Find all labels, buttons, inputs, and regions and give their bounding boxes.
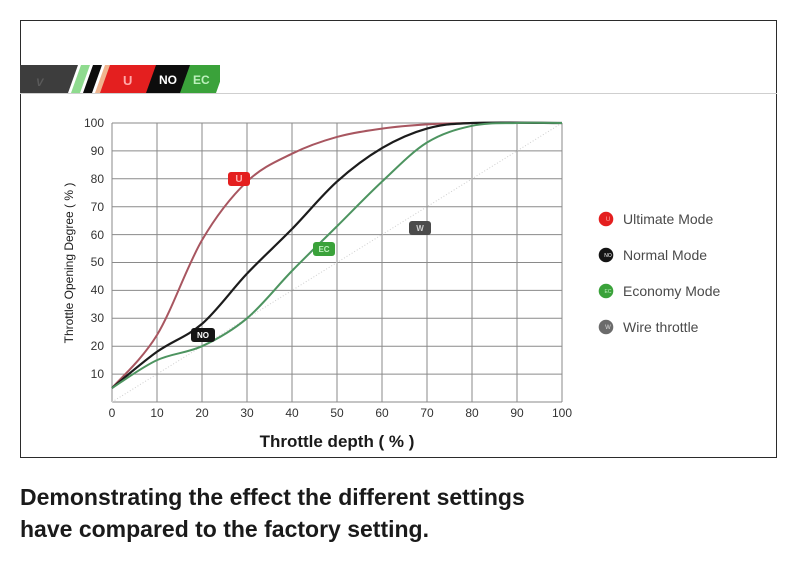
svg-text:10: 10 xyxy=(91,367,105,381)
svg-text:70: 70 xyxy=(91,200,105,214)
svg-text:EC: EC xyxy=(318,245,329,254)
svg-text:80: 80 xyxy=(91,172,105,186)
svg-text:0: 0 xyxy=(109,406,116,420)
svg-text:60: 60 xyxy=(91,228,105,242)
svg-text:20: 20 xyxy=(195,406,209,420)
svg-text:W: W xyxy=(605,325,611,331)
svg-text:Economy Mode: Economy Mode xyxy=(623,283,720,299)
svg-text:60: 60 xyxy=(375,406,389,420)
svg-text:Normal Mode: Normal Mode xyxy=(623,247,707,263)
svg-text:Wire throttle: Wire throttle xyxy=(623,319,699,335)
svg-text:EC: EC xyxy=(605,289,612,295)
svg-text:U: U xyxy=(606,217,610,223)
svg-text:90: 90 xyxy=(91,144,105,158)
svg-text:90: 90 xyxy=(510,406,524,420)
svg-text:50: 50 xyxy=(91,255,105,269)
svg-text:100: 100 xyxy=(84,116,104,130)
svg-text:30: 30 xyxy=(240,406,254,420)
svg-text:U: U xyxy=(235,174,242,185)
svg-text:40: 40 xyxy=(285,406,299,420)
svg-text:70: 70 xyxy=(420,406,434,420)
svg-text:Throttle depth ( % ): Throttle depth ( % ) xyxy=(260,432,415,451)
svg-text:NO: NO xyxy=(604,253,612,259)
svg-text:100: 100 xyxy=(552,406,572,420)
svg-text:80: 80 xyxy=(465,406,479,420)
svg-text:20: 20 xyxy=(91,339,105,353)
svg-text:W: W xyxy=(416,224,424,233)
svg-text:NO: NO xyxy=(197,331,209,340)
svg-text:Throttle Opening Degree ( % ): Throttle Opening Degree ( % ) xyxy=(62,183,76,344)
svg-text:Ultimate Mode: Ultimate Mode xyxy=(623,211,713,227)
svg-text:40: 40 xyxy=(91,283,105,297)
svg-text:50: 50 xyxy=(330,406,344,420)
svg-text:30: 30 xyxy=(91,311,105,325)
svg-text:10: 10 xyxy=(150,406,164,420)
